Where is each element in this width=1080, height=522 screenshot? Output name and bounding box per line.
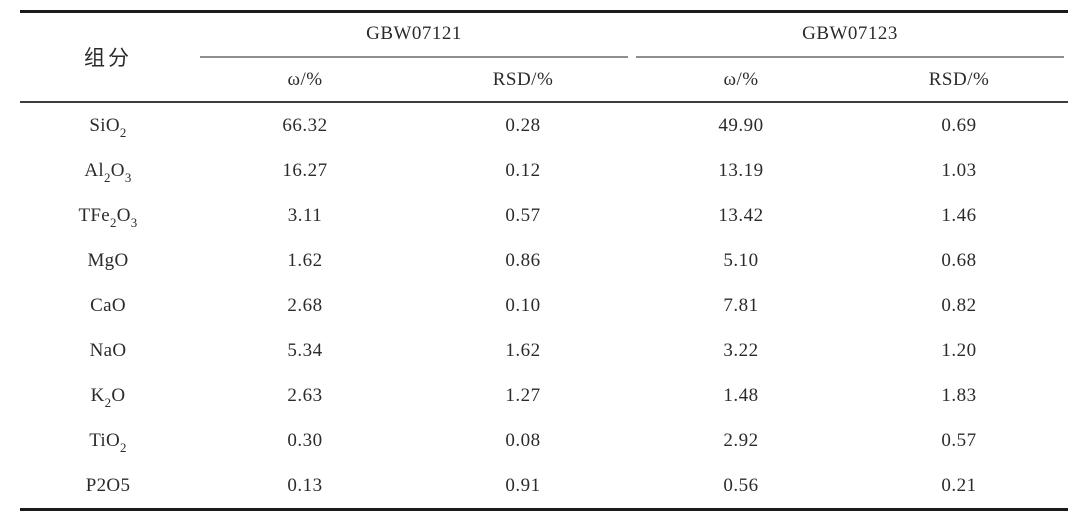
formula-subscript: 2	[104, 170, 111, 186]
table-row: TFe2O3 3.11 0.57 13.42 1.46	[20, 193, 1068, 238]
value-cell: 0.08	[505, 429, 541, 451]
group-header-gbw07121: GBW07121	[196, 12, 632, 58]
component-cell: SiO2	[89, 114, 127, 141]
value-cell: 1.62	[505, 339, 541, 361]
value-cell: 1.48	[723, 384, 759, 406]
col-header-rsd-2: RSD/%	[850, 58, 1069, 103]
col-header-rsd-1: RSD/%	[414, 58, 633, 103]
component-cell: CaO	[90, 294, 126, 316]
value-cell: 0.13	[287, 474, 323, 496]
formula-subscript: 2	[104, 395, 112, 411]
table-row: TiO2 0.30 0.08 2.92 0.57	[20, 418, 1068, 463]
value-cell: 2.92	[723, 429, 759, 451]
table-row: NaO 5.34 1.62 3.22 1.20	[20, 328, 1068, 373]
value-cell: 2.68	[287, 294, 323, 316]
value-cell: 3.22	[723, 339, 759, 361]
value-cell: 1.27	[505, 384, 541, 406]
value-cell: 49.90	[718, 114, 764, 136]
component-column-header: 组分	[20, 11, 196, 103]
composition-table: 组分 GBW07121 GBW07123 ω/% RSD/% ω/% RSD/%…	[20, 10, 1069, 511]
value-cell: 0.86	[505, 249, 541, 271]
table-header: 组分 GBW07121 GBW07123 ω/% RSD/% ω/% RSD/%	[20, 11, 1069, 103]
value-cell: 0.28	[505, 114, 541, 136]
table-body: SiO2 66.32 0.28 49.90 0.69 Al2O3 16.27 0.12 13.1…	[20, 102, 1068, 510]
value-cell: 0.12	[505, 159, 541, 181]
component-cell: TiO2	[89, 429, 127, 456]
formula-subscript: 2	[109, 215, 117, 231]
table-row: SiO2 66.32 0.28 49.90 0.69	[20, 102, 1068, 148]
component-cell: TFe2O3	[78, 204, 138, 231]
value-cell: 5.10	[723, 249, 759, 271]
value-cell: 16.27	[282, 159, 328, 181]
col-header-omega-2: ω/%	[632, 58, 851, 103]
value-cell: 2.63	[287, 384, 323, 406]
value-cell: 1.03	[941, 159, 977, 181]
value-cell: 1.46	[941, 204, 977, 226]
formula-subscript: 3	[124, 170, 132, 186]
formula-subscript: 2	[120, 440, 127, 456]
value-cell: 1.83	[941, 384, 977, 406]
value-cell: 13.42	[718, 204, 764, 226]
value-cell: 5.34	[287, 339, 323, 361]
col-header-omega-1: ω/%	[196, 58, 414, 103]
value-cell: 0.57	[505, 204, 541, 226]
formula-subscript: 2	[119, 125, 127, 141]
table-row: P2O5 0.13 0.91 0.56 0.21	[20, 463, 1068, 510]
component-cell: K2O	[90, 384, 126, 411]
group-header-row: 组分 GBW07121 GBW07123	[20, 11, 1068, 103]
value-cell: 66.32	[282, 114, 328, 136]
value-cell: 0.56	[723, 474, 759, 496]
value-cell: 1.20	[941, 339, 977, 361]
sub-header-row: ω/% RSD/% ω/% RSD/%	[20, 58, 1069, 103]
value-cell: 13.19	[718, 159, 764, 181]
component-cell: P2O5	[85, 474, 131, 496]
value-cell: 0.10	[505, 294, 541, 316]
table-row: CaO 2.68 0.10 7.81 0.82	[20, 283, 1068, 328]
value-cell: 7.81	[723, 294, 759, 316]
table-row: Al2O3 16.27 0.12 13.19 1.03	[20, 148, 1068, 193]
group-header-gbw07121-label: GBW07121	[200, 13, 629, 58]
value-cell: 0.57	[941, 429, 977, 451]
formula-subscript: 3	[130, 215, 138, 231]
value-cell: 0.21	[941, 474, 977, 496]
group-header-gbw07123-label: GBW07123	[636, 13, 1065, 58]
group-header-gbw07123: GBW07123	[632, 12, 1068, 58]
value-cell: 0.69	[941, 114, 977, 136]
value-cell: 0.91	[505, 474, 541, 496]
component-cell: NaO	[89, 339, 127, 361]
value-cell: 0.30	[287, 429, 323, 451]
component-cell: Al2O3	[84, 159, 132, 186]
value-cell: 0.82	[941, 294, 977, 316]
component-cell: MgO	[87, 249, 129, 271]
table-row: MgO 1.62 0.86 5.10 0.68	[20, 238, 1068, 283]
value-cell: 3.11	[287, 204, 323, 226]
value-cell: 1.62	[287, 249, 323, 271]
table-row: K2O 2.63 1.27 1.48 1.83	[20, 373, 1068, 418]
value-cell: 0.68	[941, 249, 977, 271]
